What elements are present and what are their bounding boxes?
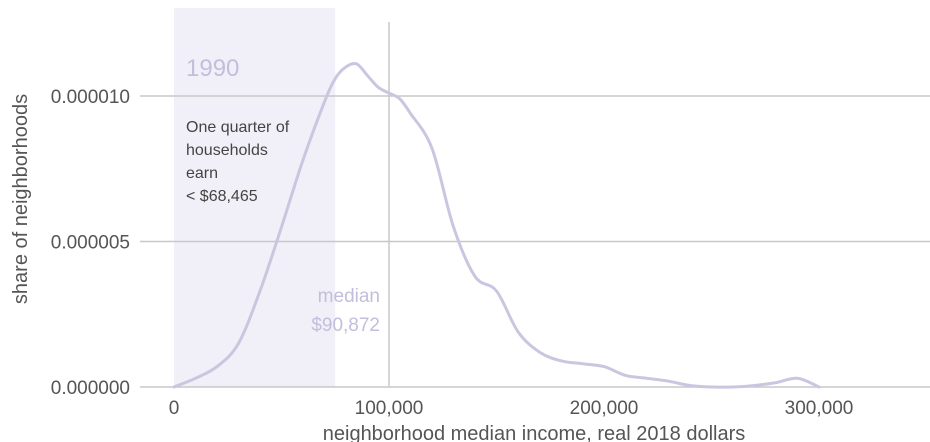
- x-tick-label-3: 300,000: [785, 398, 854, 419]
- x-tick-label-2: 200,000: [570, 398, 639, 419]
- quarter-note-line-3: earn: [186, 165, 218, 182]
- median-value: $90,872: [311, 315, 380, 336]
- year-label: 1990: [186, 55, 239, 82]
- x-axis-title: neighborhood median income, real 2018 do…: [323, 423, 746, 442]
- x-tick-label-1: 100,000: [355, 398, 424, 419]
- gridlines: [140, 95, 930, 388]
- y-axis-ticks: 0.000000 0.000005 0.000010: [51, 87, 130, 399]
- quarter-note-line-1: One quarter of: [186, 119, 290, 136]
- y-tick-label-0: 0.000000: [51, 378, 130, 399]
- lowest-quarter-shade: [174, 8, 336, 387]
- median-label: median: [318, 286, 380, 307]
- x-axis-ticks: 0 100,000 200,000 300,000: [169, 398, 854, 419]
- x-tick-label-0: 0: [169, 398, 180, 419]
- y-tick-label-2: 0.000010: [51, 87, 130, 108]
- quarter-note-line-2: households: [186, 142, 268, 159]
- density-curve: [172, 61, 821, 389]
- quarter-note-line-4: < $68,465: [186, 188, 258, 205]
- y-axis-title: share of neighborhoods: [10, 94, 32, 304]
- y-tick-label-1: 0.000005: [51, 233, 130, 254]
